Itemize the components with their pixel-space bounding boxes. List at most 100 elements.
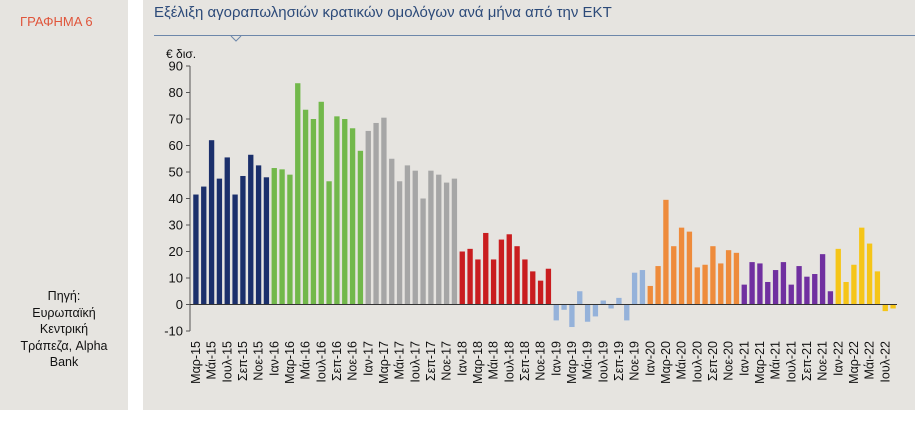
x-tick-label: Ιουλ-16 xyxy=(314,341,328,383)
bar-2020 xyxy=(733,252,740,305)
x-tick-label: Ιουλ-18 xyxy=(502,341,516,383)
bar-2019 xyxy=(561,304,567,310)
bar-2020 xyxy=(647,285,653,305)
bar-2019 xyxy=(624,304,630,321)
bar-2019 xyxy=(639,270,646,305)
y-tick-label: -10 xyxy=(164,324,183,339)
x-tick-label: Μαρ-21 xyxy=(753,341,767,384)
bar-2017 xyxy=(436,174,442,305)
y-tick-label: 10 xyxy=(169,271,183,286)
bar-2019 xyxy=(608,304,614,309)
source-line: Ευρωπαϊκή xyxy=(32,305,96,320)
bar-2019 xyxy=(600,300,606,305)
bar-2018 xyxy=(498,239,505,305)
x-tick-label: Μάι-22 xyxy=(863,341,877,380)
bar-2018 xyxy=(483,232,489,305)
source-line: Πηγή: xyxy=(47,289,81,303)
x-tick-label: Μαρ-19 xyxy=(565,341,579,384)
source-line: Bank xyxy=(49,355,79,369)
bar-2022 xyxy=(835,248,841,305)
bar-2022 xyxy=(890,304,896,309)
bar-2016 xyxy=(326,181,332,305)
x-tick-label: Μάι-15 xyxy=(205,341,219,380)
x-tick-label: Νοε-18 xyxy=(534,341,548,381)
y-axis-ticks: -10 0 10 20 30 40 50 60 70 80 90 xyxy=(164,59,190,339)
bar-2021 xyxy=(772,270,779,305)
y-tick-label: 20 xyxy=(169,244,183,259)
x-tick-label: Ιαν-21 xyxy=(737,341,751,376)
bar-2021 xyxy=(827,291,834,305)
bar-2021 xyxy=(796,266,802,305)
bar-2020 xyxy=(663,199,669,305)
x-tick-label: Σεπ-19 xyxy=(612,341,626,381)
bar-2016 xyxy=(279,169,285,305)
bars-group xyxy=(193,83,896,328)
x-tick-label: Ιουλ-17 xyxy=(408,341,422,383)
x-tick-label: Μαρ-18 xyxy=(471,341,485,384)
bar-2021 xyxy=(788,284,794,305)
bar-2022 xyxy=(843,281,849,305)
bar-2021 xyxy=(749,262,755,305)
bar-2021 xyxy=(804,276,810,305)
bar-2016 xyxy=(310,119,317,305)
x-tick-label: Μάι-18 xyxy=(487,341,501,380)
bar-2022 xyxy=(874,271,881,305)
title-divider xyxy=(154,35,915,36)
x-tick-label: Ιουλ-22 xyxy=(878,341,892,383)
bar-2018 xyxy=(545,268,552,305)
x-tick-label: Μάι-21 xyxy=(769,341,783,380)
x-tick-label: Νοε-21 xyxy=(816,341,830,381)
x-tick-label: Ιαν-18 xyxy=(455,341,469,376)
bar-2021 xyxy=(780,262,787,305)
x-tick-label: Ιουλ-20 xyxy=(690,341,704,383)
bar-2022 xyxy=(851,264,857,305)
bar-2018 xyxy=(475,259,481,305)
x-tick-label: Ιαν-16 xyxy=(267,341,281,376)
bar-2022 xyxy=(882,304,888,312)
x-tick-label: Σεπ-17 xyxy=(424,341,438,381)
bar-2019 xyxy=(584,304,591,322)
x-tick-label: Νοε-19 xyxy=(628,341,642,381)
figure-label: ΓΡΑΦΗΜΑ 6 xyxy=(20,14,93,29)
bar-2021 xyxy=(757,263,763,305)
x-tick-label: Νοε-20 xyxy=(722,341,736,381)
bar-2016 xyxy=(357,150,364,305)
bar-2020 xyxy=(718,263,724,305)
y-tick-label: 80 xyxy=(169,85,183,100)
x-tick-label: Μάι-20 xyxy=(675,341,689,380)
left-panel xyxy=(0,0,128,410)
bar-2016 xyxy=(318,101,324,305)
bar-2019 xyxy=(592,304,599,317)
bar-2016 xyxy=(302,109,309,305)
bar-2018 xyxy=(530,271,536,305)
bar-2015 xyxy=(240,175,246,305)
bar-2018 xyxy=(506,234,512,305)
bar-2015 xyxy=(208,140,215,305)
source-line: Τράπεζα, Alpha xyxy=(20,338,108,353)
x-tick-label: Σεπ-15 xyxy=(236,341,250,381)
bar-2016 xyxy=(271,168,277,305)
bar-2016 xyxy=(295,83,301,305)
bar-2017 xyxy=(365,130,371,305)
y-tick-label: 90 xyxy=(169,59,183,74)
x-tick-label: Μαρ-16 xyxy=(283,341,297,384)
bar-2017 xyxy=(373,122,379,305)
y-tick-label: 30 xyxy=(169,218,183,233)
x-tick-label: Νοε-17 xyxy=(440,341,454,381)
x-tick-label: Σεπ-21 xyxy=(800,341,814,381)
y-tick-label: 50 xyxy=(169,165,183,180)
bar-2015 xyxy=(232,194,238,305)
bar-2021 xyxy=(765,281,771,305)
bar-2019 xyxy=(616,297,622,305)
bar-2020 xyxy=(678,227,685,305)
bar-2020 xyxy=(710,246,716,305)
bar-2017 xyxy=(443,182,450,305)
bar-2019 xyxy=(553,304,559,321)
x-tick-label: Ιουλ-19 xyxy=(596,341,610,383)
y-tick-label: 0 xyxy=(176,297,183,312)
x-tick-label: Μάι-19 xyxy=(581,341,595,380)
bar-2017 xyxy=(404,165,411,305)
bar-2016 xyxy=(349,128,356,305)
bar-2017 xyxy=(412,170,418,305)
bar-2017 xyxy=(451,178,458,305)
